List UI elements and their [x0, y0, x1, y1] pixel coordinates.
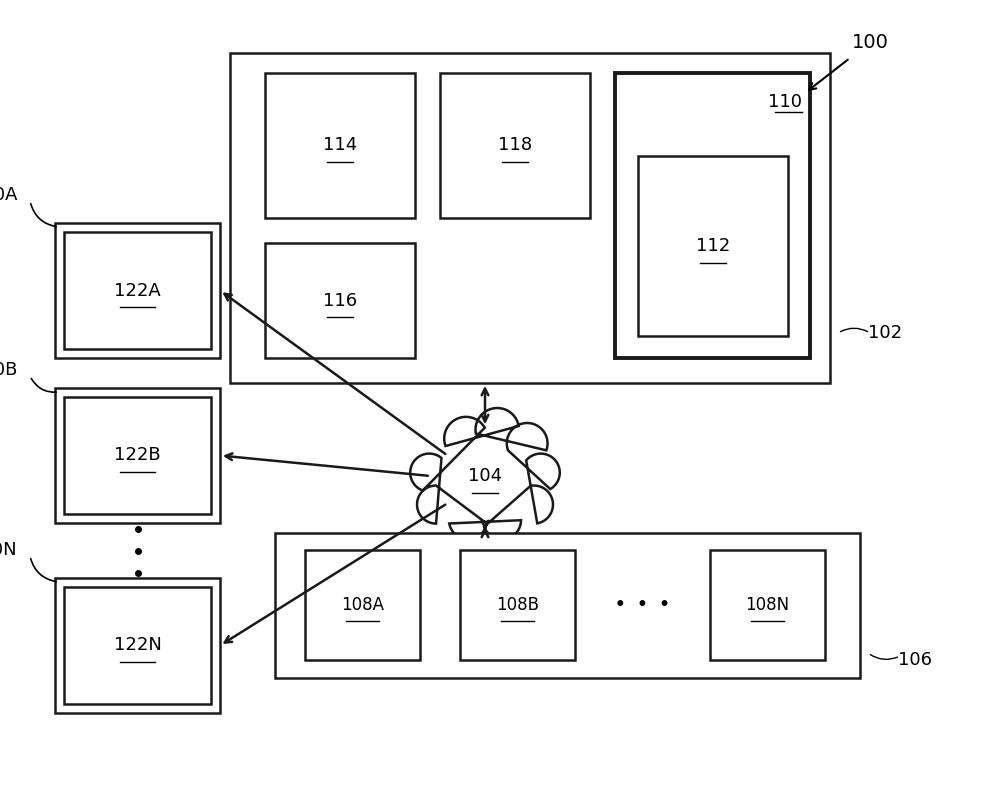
Bar: [64, 587, 211, 704]
Polygon shape: [410, 408, 560, 539]
Bar: [64, 397, 211, 514]
Text: 118: 118: [498, 136, 532, 154]
Text: 120N: 120N: [0, 541, 17, 559]
Text: 106: 106: [898, 651, 932, 669]
Bar: [440, 73, 590, 218]
Text: 122A: 122A: [114, 281, 161, 299]
Bar: [275, 533, 860, 678]
Text: 108N: 108N: [745, 596, 790, 614]
Bar: [64, 232, 211, 349]
Text: 116: 116: [323, 292, 357, 310]
Bar: [265, 73, 415, 218]
Text: 122B: 122B: [114, 447, 161, 464]
Bar: [710, 550, 825, 660]
Text: 120B: 120B: [0, 361, 17, 379]
Bar: [615, 73, 810, 358]
Bar: [265, 243, 415, 358]
Bar: [55, 578, 220, 713]
Text: 120A: 120A: [0, 186, 17, 204]
Text: •  •  •: • • •: [615, 596, 670, 614]
Text: 112: 112: [696, 237, 730, 255]
Text: 102: 102: [868, 324, 902, 342]
Bar: [230, 53, 830, 383]
Bar: [55, 388, 220, 523]
Text: 108A: 108A: [341, 596, 384, 614]
Text: 110: 110: [768, 93, 802, 111]
Text: 122N: 122N: [114, 637, 161, 655]
Text: 108B: 108B: [496, 596, 539, 614]
Bar: [460, 550, 575, 660]
Bar: [305, 550, 420, 660]
Bar: [55, 223, 220, 358]
Text: 104: 104: [468, 467, 502, 485]
Text: 100: 100: [852, 34, 888, 53]
Text: 114: 114: [323, 136, 357, 154]
Bar: [638, 156, 788, 336]
